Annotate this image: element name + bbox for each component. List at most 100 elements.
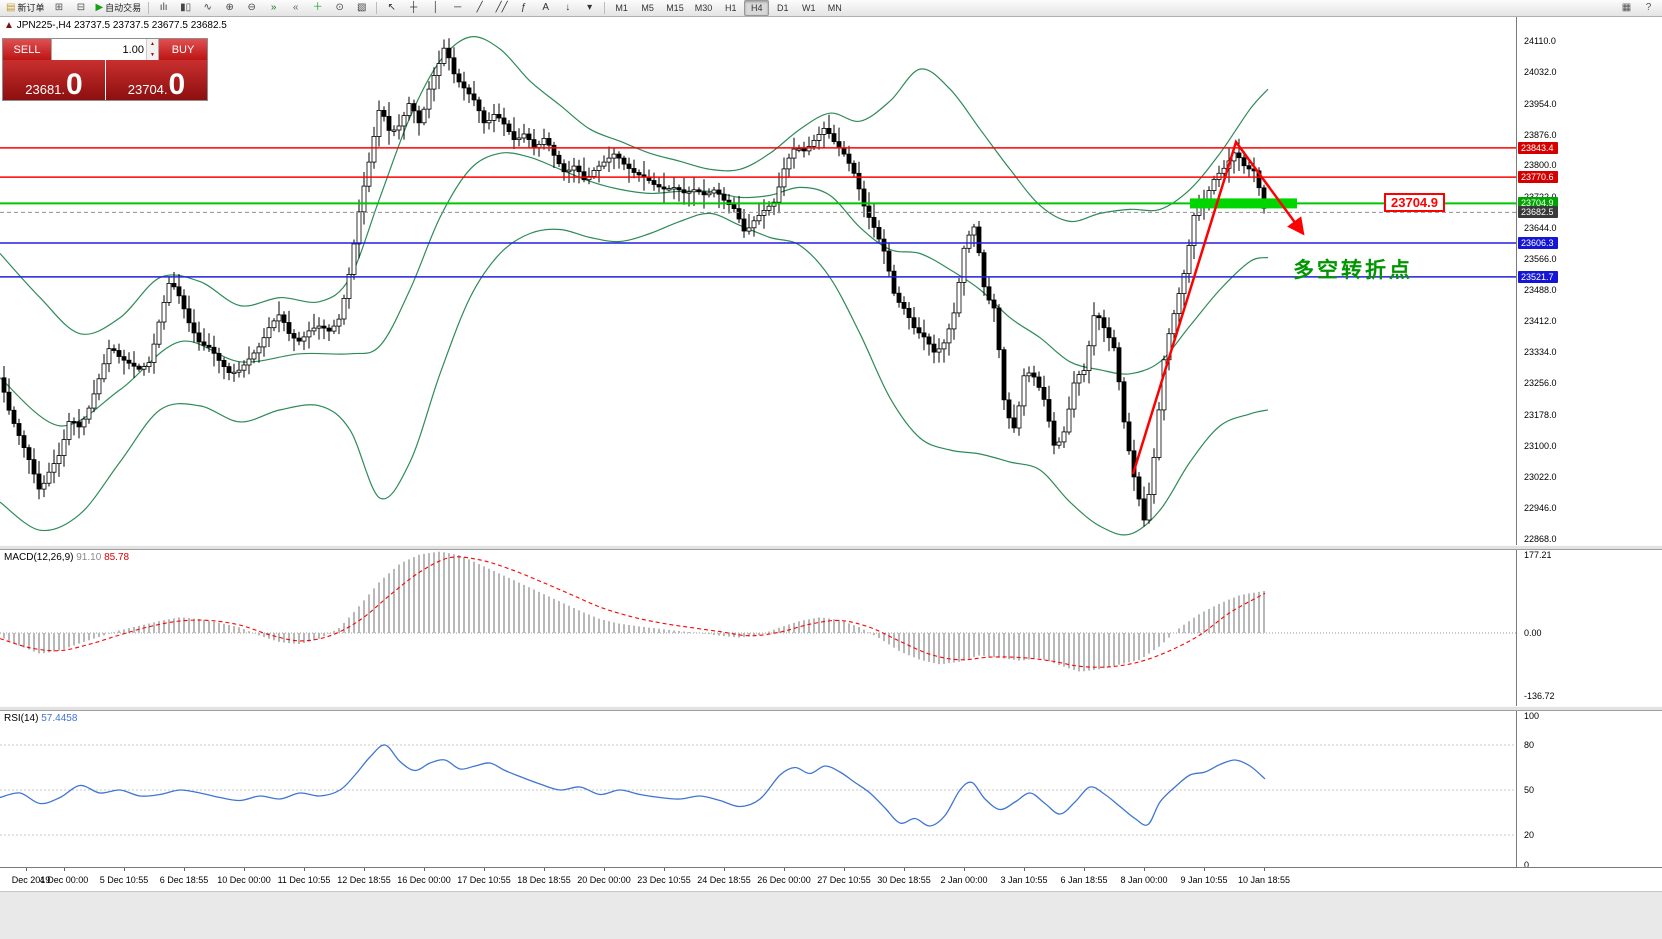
arrow-objects-icon: ↓ (565, 2, 571, 13)
price-tick-label: 24032.0 (1524, 67, 1557, 77)
candles-layer (1, 38, 1267, 527)
templates-icon: ▧ (356, 2, 367, 13)
time-label: 17 Dec 10:55 (457, 875, 511, 885)
timeframe-m1-button[interactable]: M1 (615, 2, 628, 13)
one-click-collapse-arrow[interactable]: ▲ (4, 20, 14, 31)
macd-panel[interactable]: MACD(12,26,9) 91.10 85.78 (0, 550, 1516, 706)
volume-down-button[interactable]: ▼ (146, 49, 158, 60)
timeframe-m5-button[interactable]: M5 (641, 2, 654, 13)
price-tag: 23682.5 (1518, 206, 1558, 218)
price-tick-label: 24110.0 (1524, 36, 1556, 46)
status-strip (0, 891, 1662, 939)
price-tick-label: 23644.0 (1524, 223, 1557, 233)
trendline-button[interactable]: ╱ (469, 0, 490, 16)
volume-spinner: ▲ ▼ (145, 39, 158, 60)
price-tick-label: 23022.0 (1524, 472, 1557, 482)
macd-tick-label: -136.72 (1524, 691, 1555, 701)
main-chart-canvas[interactable] (0, 17, 1516, 545)
timeframe-m15-button[interactable]: M15 (666, 2, 684, 13)
timeframe-w1-button[interactable]: W1 (801, 2, 816, 13)
time-label: 4 Dec 00:00 (39, 875, 89, 885)
time-label: 27 Dec 10:55 (817, 875, 871, 885)
auto-scroll-button[interactable]: » (263, 0, 284, 16)
bollinger-upper-line (0, 36, 1269, 335)
time-tick (844, 868, 845, 871)
autotrading-button-label: 自动交易 (105, 2, 142, 13)
timeframe-d1-button[interactable]: D1 (776, 2, 789, 13)
periods-button[interactable]: ⊙ (329, 0, 350, 16)
time-label: 20 Dec 00:00 (577, 875, 631, 885)
time-tick (244, 868, 245, 871)
turning-point-annotation[interactable]: 多空转折点 (1293, 259, 1413, 282)
toolbar-separator (376, 2, 378, 14)
macd-label: MACD(12,26,9) 91.10 85.78 (4, 552, 129, 563)
sell-button[interactable]: SELL (3, 39, 51, 60)
time-label: 24 Dec 18:55 (697, 875, 751, 885)
fibonacci-button[interactable]: ƒ (513, 0, 534, 16)
price-tag: 23770.6 (1518, 171, 1558, 183)
time-label: 5 Dec 10:55 (99, 875, 149, 885)
bar-chart-button[interactable]: ılı (153, 0, 174, 16)
profiles-button[interactable]: ⊟ (70, 0, 91, 16)
timeframe-h1-button[interactable]: H1 (724, 2, 737, 13)
one-click-trading-panel: SELL ▲ ▼ BUY 23681.0 23704.0 (2, 38, 208, 101)
time-tick (484, 868, 485, 871)
highlight-zone[interactable] (1190, 198, 1297, 209)
zoom-out-icon: ⊖ (247, 2, 256, 13)
rsi-panel[interactable]: RSI(14) 57.4458 (0, 711, 1516, 867)
sell-price[interactable]: 23681. 0 (3, 60, 105, 100)
timeframe-m30-button[interactable]: M30 (694, 2, 713, 13)
fibonacci-icon: ƒ (520, 2, 527, 13)
shapes-dropdown-button[interactable]: ▾ (579, 0, 600, 16)
zoom-in-button[interactable]: ⊕ (219, 0, 240, 16)
time-tick (26, 868, 27, 871)
price-callout-label[interactable]: 23704.9 (1384, 193, 1445, 212)
main-price-axis[interactable]: 24110.024032.023954.023876.023800.023722… (1516, 17, 1662, 545)
time-label: 6 Jan 18:55 (1060, 875, 1108, 885)
zoom-out-button[interactable]: ⊖ (241, 0, 262, 16)
window-list-button[interactable]: ▦ (1616, 0, 1637, 16)
volume-up-button[interactable]: ▲ (146, 39, 158, 50)
windows-icon: ▦ (1621, 2, 1632, 13)
new-order-button[interactable]: ▤ 新订单 (3, 0, 47, 16)
time-label: 12 Dec 18:55 (337, 875, 391, 885)
channel-button[interactable]: ╱╱ (491, 0, 512, 16)
crosshair-button[interactable]: ┼ (403, 0, 424, 16)
trend-arrow[interactable] (1131, 139, 1305, 475)
time-axis[interactable]: Dec 2019 4 Dec 00:00 5 Dec 10:55 6 Dec 18:5… (0, 867, 1662, 891)
vertical-line-button[interactable]: │ (425, 0, 446, 16)
buy-button[interactable]: BUY (159, 39, 207, 60)
time-tick (604, 868, 605, 871)
line-chart-button[interactable]: ∿ (197, 0, 218, 16)
templates-button[interactable]: ▧ (351, 0, 372, 16)
time-label: 18 Dec 18:55 (517, 875, 571, 885)
time-tick (544, 868, 545, 871)
price-tick-label: 22868.0 (1524, 534, 1557, 544)
candlestick-chart-button[interactable]: ▮▯ (175, 0, 196, 16)
cursor-button[interactable]: ↖ (381, 0, 402, 16)
candlestick-icon: ▮▯ (180, 2, 192, 13)
price-tick-label: 23334.0 (1524, 347, 1557, 357)
panel-splitter[interactable] (0, 706, 1662, 711)
price-tick-label: 23566.0 (1524, 254, 1557, 264)
chart-shift-button[interactable]: « (285, 0, 306, 16)
indicators-button[interactable]: ＋ (307, 0, 328, 16)
timeframe-h4-button[interactable]: H4 (744, 0, 770, 16)
volume-input[interactable] (52, 39, 146, 60)
main-chart-panel[interactable]: ▲ JPN225-,H4 23737.5 23737.5 23677.5 236… (0, 17, 1516, 545)
new-chart-button[interactable]: ⊞ (48, 0, 69, 16)
text-label-button[interactable]: A (535, 0, 556, 16)
help-button[interactable]: ? (1638, 0, 1659, 16)
rsi-tick-label: 20 (1524, 830, 1535, 840)
arrows-button[interactable]: ↓ (557, 0, 578, 16)
horizontal-line-button[interactable]: ─ (447, 0, 468, 16)
rsi-tick-label: 100 (1524, 711, 1540, 721)
rsi-line (0, 744, 1266, 827)
chart-info-line: ▲ JPN225-,H4 23737.5 23737.5 23677.5 236… (4, 20, 227, 31)
buy-price[interactable]: 23704. 0 (105, 60, 207, 100)
text-icon: A (542, 2, 550, 13)
zoom-in-icon: ⊕ (225, 2, 234, 13)
timeframe-mn-button[interactable]: MN (827, 2, 842, 13)
autotrading-button[interactable]: ▶ 自动交易 (92, 0, 144, 16)
panel-splitter[interactable] (0, 545, 1662, 550)
